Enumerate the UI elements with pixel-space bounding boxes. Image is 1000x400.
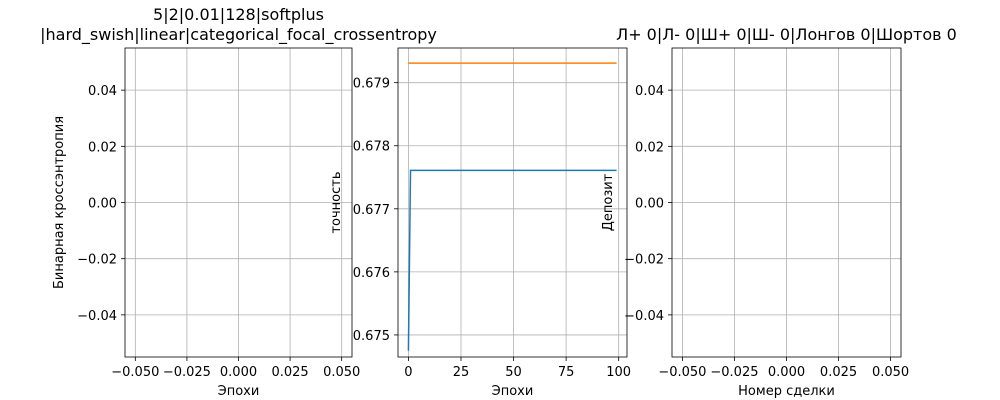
x-tick-label: 75 <box>558 365 575 380</box>
x-tick-label: 50 <box>505 365 522 380</box>
x-axis-label: Эпохи <box>492 384 534 399</box>
y-tick-label: −0.04 <box>624 309 664 324</box>
y-tick-label: 0.678 <box>353 140 390 155</box>
subplot-1: −0.050 −0.025 0.000 0.025 0.050−0.04−0.020.0… <box>40 5 437 399</box>
y-tick-label: −0.02 <box>77 253 117 268</box>
chart-title-line: |hard_swish|linear|categorical_focal_cro… <box>40 25 437 45</box>
x-tick-label: 0.000 <box>220 365 257 380</box>
x-tick-label: −0.050 <box>658 365 706 380</box>
y-tick-label: 0.02 <box>635 140 664 155</box>
x-tick-label: 0.050 <box>323 365 360 380</box>
x-tick-label: 0.025 <box>820 365 857 380</box>
x-tick-label: 100 <box>606 365 631 380</box>
subplot-2: 0 25 50 75 100 0.675 0.676 0.677 0.678 0.679 Эпохи… <box>329 47 631 399</box>
x-tick-label: −0.025 <box>710 365 758 380</box>
x-tick-label: −0.025 <box>163 365 211 380</box>
axes-frame <box>671 47 902 358</box>
y-axis-label: Бинарная кроссэнтропия <box>52 116 67 289</box>
chart-title-line: 5|2|0.01|128|softplus <box>153 5 324 24</box>
x-tick-label: 0.000 <box>768 365 805 380</box>
x-axis-label: Номер сделки <box>738 384 835 399</box>
subplot-3: −0.050 −0.025 0.000 0.025 0.050 −0.04 −0.02 0.0… <box>601 25 957 399</box>
y-tick-label: 0.02 <box>88 140 117 155</box>
y-tick-label: 0.676 <box>353 266 390 281</box>
x-tick-label: 0.050 <box>872 365 909 380</box>
series-line-train <box>407 169 617 351</box>
y-tick-label: 0.00 <box>88 197 117 212</box>
y-tick-label: 0.00 <box>635 197 664 212</box>
x-tick-label: 0.025 <box>271 365 308 380</box>
x-tick-label: 0 <box>404 365 412 380</box>
y-tick-label: 0.04 <box>88 84 117 99</box>
axes-frame <box>397 47 628 358</box>
y-tick-label: 0.04 <box>635 84 664 99</box>
x-tick-label: −0.050 <box>111 365 159 380</box>
axes-frame <box>124 47 353 358</box>
y-tick-label: 0.677 <box>353 203 390 218</box>
y-tick-label: −0.02 <box>624 253 664 268</box>
chart-title-line: Л+ 0|Л- 0|Ш+ 0|Ш- 0|Лонгов 0|Шортов 0 <box>616 25 957 44</box>
x-tick-label: 25 <box>453 365 470 380</box>
y-tick-label: −0.04 <box>77 309 117 324</box>
x-axis-label: Эпохи <box>218 384 260 399</box>
y-axis-label: точность <box>329 171 344 233</box>
y-tick-label: 0.679 <box>353 77 390 92</box>
y-tick-label: 0.675 <box>353 329 390 344</box>
y-axis-label: Депозит <box>601 173 616 231</box>
